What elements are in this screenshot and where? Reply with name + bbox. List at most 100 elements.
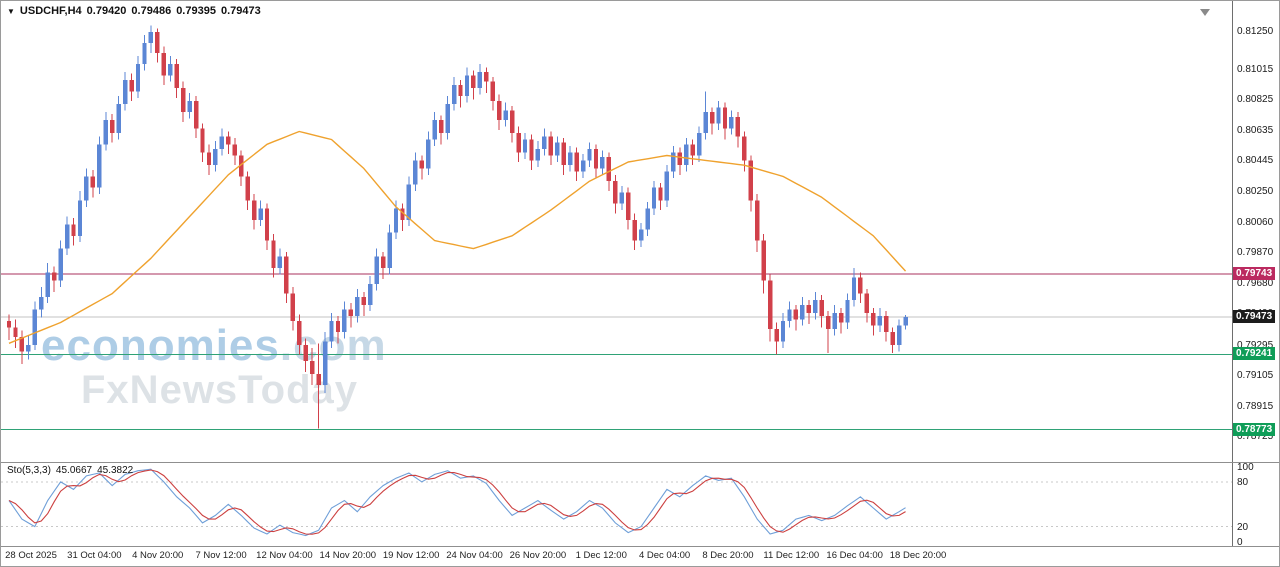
candle-up <box>387 232 392 268</box>
candle-down <box>271 240 276 268</box>
candle-down <box>13 327 18 337</box>
support-line-2-label: 0.78773 <box>1233 422 1276 436</box>
price-tick: 0.78915 <box>1237 400 1274 412</box>
moving-average-line[interactable] <box>8 130 907 344</box>
candle-up <box>671 152 676 172</box>
candle-up <box>645 208 650 230</box>
candle-down <box>129 80 134 92</box>
time-tick: 4 Nov 20:00 <box>132 550 184 561</box>
chart-shift-marker-icon[interactable] <box>1200 9 1210 16</box>
candle-down <box>226 136 231 145</box>
panel-separator[interactable] <box>1 462 1279 463</box>
candle-down <box>690 144 695 156</box>
price-chart-panel[interactable]: economies.com FxNewsToday ▼ USDCHF,H4 0.79… <box>1 1 1232 463</box>
candle-down <box>19 336 25 352</box>
candle-up <box>329 320 334 342</box>
axis-separator-vertical <box>1232 1 1233 547</box>
stochastic-axis[interactable]: 100 80 20 0 <box>1233 462 1279 548</box>
time-tick: 12 Nov 04:00 <box>256 550 313 561</box>
candlestick-chart[interactable] <box>1 1 1232 463</box>
candle-up <box>619 192 624 204</box>
candle-up <box>406 184 412 220</box>
current-price-line-label: 0.79473 <box>1233 310 1276 324</box>
candle-up <box>432 120 437 140</box>
price-tick: 0.79105 <box>1237 370 1274 382</box>
ohlc-high: 0.79486 <box>131 5 172 17</box>
stochastic-label: Sto(5,3,3) <box>7 465 51 476</box>
candle-down <box>51 272 57 281</box>
candle-up <box>26 344 31 352</box>
candle-down <box>735 117 741 137</box>
price-tick: 0.81015 <box>1237 63 1274 75</box>
candle-up <box>148 31 154 44</box>
candle-down <box>400 208 405 220</box>
candle-down <box>290 293 295 321</box>
ohlc-low: 0.79395 <box>176 5 216 17</box>
candle-down <box>174 64 179 89</box>
candle-up <box>464 75 470 97</box>
candle-down <box>774 328 779 342</box>
candle-up <box>64 224 70 249</box>
candle-down <box>155 31 160 53</box>
candle-up <box>664 171 670 201</box>
candle-up <box>729 117 734 129</box>
sto-tick: 0 <box>1237 536 1243 548</box>
candle-up <box>567 152 573 166</box>
candle-down <box>161 52 166 76</box>
candle-up <box>45 272 50 297</box>
candle-down <box>6 320 12 328</box>
candle-down <box>677 152 682 166</box>
candle-down <box>110 120 115 134</box>
candle-up <box>716 107 721 124</box>
candle-down <box>871 312 876 326</box>
candle-up <box>787 309 792 321</box>
candle-down <box>748 160 753 201</box>
candle-up <box>393 208 399 233</box>
candle-up <box>168 64 173 76</box>
time-tick: 1 Dec 12:00 <box>575 550 627 561</box>
candle-down <box>864 293 870 313</box>
candle-up <box>832 312 837 329</box>
candle-up <box>580 160 586 172</box>
candle-up <box>258 208 263 220</box>
candle-down <box>884 316 889 333</box>
stochastic-value-main: 45.0667 <box>55 465 93 476</box>
candle-down <box>497 100 502 121</box>
candle-up <box>780 320 786 342</box>
stochastic-plot[interactable] <box>1 463 1232 546</box>
candle-down <box>793 309 799 320</box>
candle-up <box>142 43 147 65</box>
candle-down <box>239 155 244 177</box>
candle-up <box>877 316 882 326</box>
candle-down <box>529 139 534 161</box>
watermark: economies.com FxNewsToday <box>41 322 387 411</box>
candle-down <box>348 309 354 317</box>
candle-down <box>761 240 766 281</box>
candle-up <box>116 104 121 134</box>
time-tick: 7 Nov 12:00 <box>195 550 247 561</box>
candle-down <box>755 200 760 241</box>
candle-down <box>626 192 631 220</box>
candle-down <box>206 152 212 166</box>
price-tick: 0.80635 <box>1237 124 1274 136</box>
stochastic-panel[interactable]: Sto(5,3,3) 45.0667 45.3822 <box>1 463 1232 546</box>
candle-down <box>303 344 308 362</box>
candle-up <box>219 136 225 150</box>
candle-up <box>522 139 528 153</box>
candle-up <box>413 160 418 185</box>
stochastic-header: Sto(5,3,3) 45.0667 45.3822 <box>7 465 138 476</box>
candle-up <box>77 200 83 236</box>
candle-down <box>200 128 205 153</box>
candle-down <box>561 142 566 166</box>
candle-down <box>709 112 715 124</box>
time-tick: 4 Dec 04:00 <box>638 550 691 561</box>
candle-down <box>284 256 289 294</box>
price-axis[interactable]: 0.81250 0.81015 0.80825 0.80635 0.80445 0.802… <box>1233 1 1279 463</box>
ohlc-close: 0.79473 <box>220 5 261 17</box>
candle-up <box>896 325 902 345</box>
candle-up <box>355 296 360 317</box>
candle-down <box>593 149 599 169</box>
candle-up <box>122 80 128 105</box>
time-axis[interactable]: 28 Oct 2025 31 Oct 04:00 4 Nov 20:00 7 Nov … <box>1 547 1279 566</box>
candle-up <box>342 309 347 333</box>
